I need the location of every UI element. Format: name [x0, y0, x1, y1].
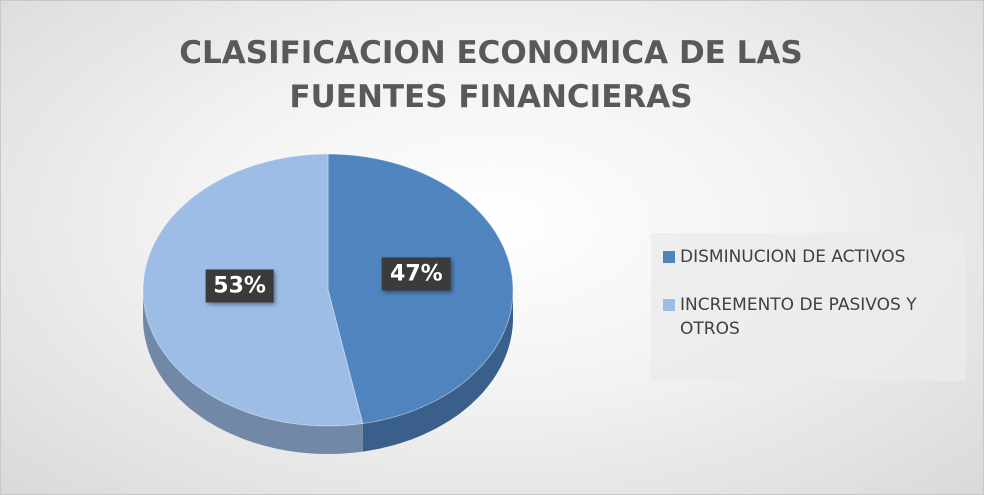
data-label: 53% [205, 269, 274, 303]
legend-swatch [663, 251, 675, 263]
legend-entry: INCREMENTO DE PASIVOS Y OTROS [663, 293, 956, 341]
legend-label: DISMINUCION DE ACTIVOS [680, 247, 906, 267]
data-label: 47% [382, 257, 451, 291]
legend-label: INCREMENTO DE PASIVOS Y OTROS [680, 295, 917, 339]
legend: DISMINUCION DE ACTIVOS INCREMENTO DE PASI… [651, 233, 966, 381]
pie-slice-side [143, 290, 363, 454]
legend-entry: DISMINUCION DE ACTIVOS [663, 245, 956, 269]
legend-swatch [663, 299, 675, 311]
pie-slice-side [362, 290, 513, 452]
chart-title: CLASIFICACION ECONOMICA DE LAS FUENTES F… [179, 35, 803, 115]
